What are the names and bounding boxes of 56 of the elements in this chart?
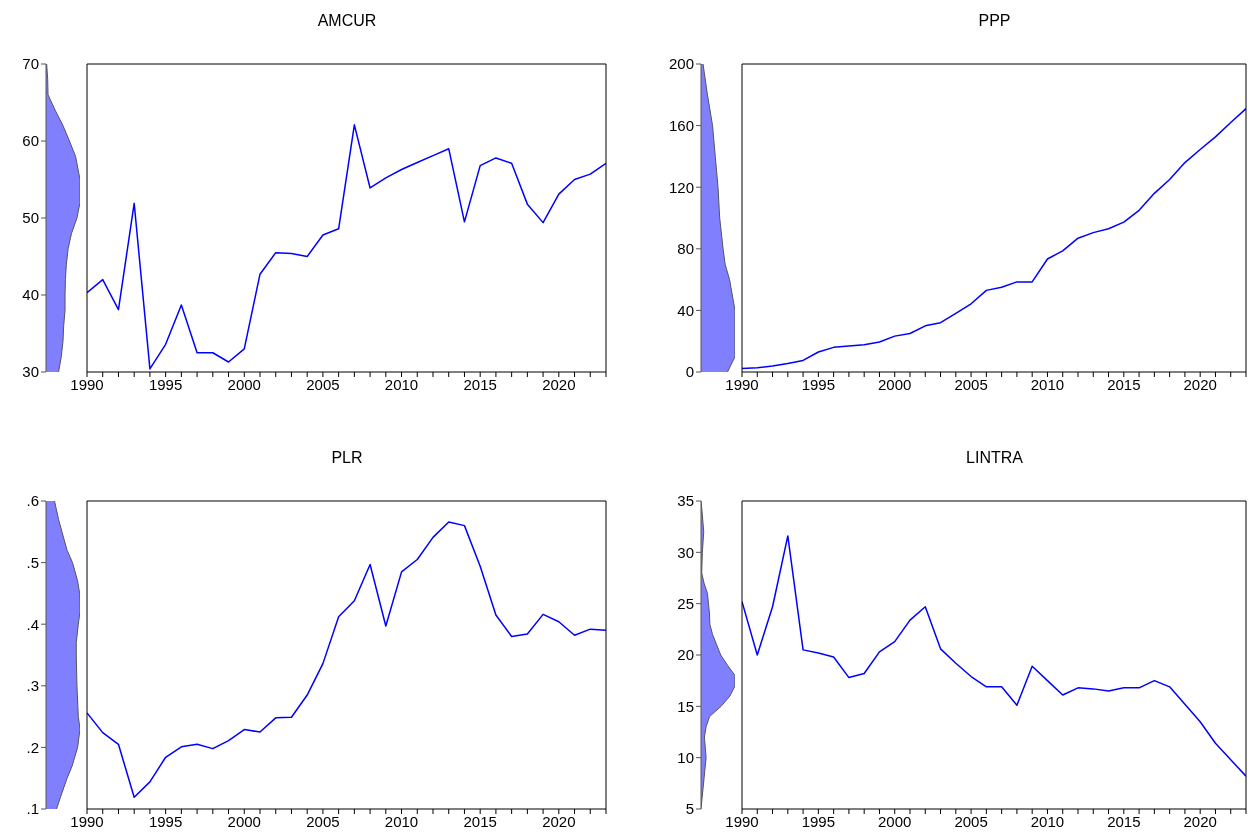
y-tick-label: 35 <box>677 492 694 510</box>
x-tick-label: 1990 <box>70 375 104 393</box>
x-tick-label: 2005 <box>954 375 988 393</box>
x-tick-label: 1995 <box>801 812 836 830</box>
x-tick-label: 2010 <box>1030 812 1065 830</box>
y-tick-label: .2 <box>26 738 39 756</box>
chart-title: PPP <box>977 12 1012 30</box>
x-tick-label: 2000 <box>878 812 912 830</box>
chart-title: PLR <box>330 449 364 467</box>
x-tick-label: 1990 <box>725 375 759 393</box>
y-tick-label: 30 <box>677 543 694 561</box>
x-tick-label: 2020 <box>542 812 576 830</box>
y-tick-label: 70 <box>22 55 39 73</box>
y-tick-label: 200 <box>668 55 694 73</box>
y-tick-label: 20 <box>677 646 694 664</box>
y-tick-label: .5 <box>26 553 39 571</box>
x-tick-label: 1995 <box>801 375 836 393</box>
x-tick-label: 2015 <box>463 812 497 830</box>
y-tick-label: 10 <box>677 748 694 766</box>
x-tick-label: 2015 <box>463 375 497 393</box>
y-tick-label: .4 <box>26 615 39 633</box>
x-tick-label: 2000 <box>227 375 261 393</box>
y-tick-label: 40 <box>677 301 694 319</box>
x-tick-label: 2010 <box>1030 375 1065 393</box>
chart-title: AMCUR <box>316 12 378 30</box>
x-tick-label: 2005 <box>954 812 988 830</box>
y-tick-label: 120 <box>668 178 694 196</box>
x-tick-label: 2000 <box>227 812 261 830</box>
x-tick-label: 2020 <box>1183 812 1217 830</box>
y-tick-label: .3 <box>26 677 39 695</box>
y-tick-label: .6 <box>26 492 39 510</box>
y-tick-label: 160 <box>668 116 694 134</box>
y-tick-label: 50 <box>22 209 39 227</box>
x-tick-label: 2005 <box>306 812 340 830</box>
x-tick-label: 2015 <box>1107 375 1141 393</box>
x-tick-label: 2000 <box>878 375 912 393</box>
x-tick-label: 2020 <box>542 375 576 393</box>
y-tick-label: 0 <box>685 363 694 381</box>
x-tick-label: 2010 <box>384 375 419 393</box>
x-tick-label: 1995 <box>148 375 183 393</box>
y-tick-label: 15 <box>677 697 694 715</box>
y-tick-label: 30 <box>22 363 39 381</box>
y-tick-label: 80 <box>677 240 694 258</box>
x-tick-label: 2005 <box>306 375 340 393</box>
y-tick-label: 40 <box>22 286 39 304</box>
x-tick-label: 1990 <box>70 812 104 830</box>
x-tick-label: 1990 <box>725 812 759 830</box>
x-tick-label: 2015 <box>1107 812 1141 830</box>
chart-title: LINTRA <box>965 449 1024 467</box>
y-tick-label: 25 <box>677 594 694 612</box>
x-tick-label: 1995 <box>148 812 183 830</box>
y-tick-label: 60 <box>22 132 39 150</box>
y-tick-label: 5 <box>685 800 694 818</box>
x-tick-label: 2010 <box>384 812 419 830</box>
y-tick-label: .1 <box>26 800 39 818</box>
x-tick-label: 2020 <box>1183 375 1217 393</box>
